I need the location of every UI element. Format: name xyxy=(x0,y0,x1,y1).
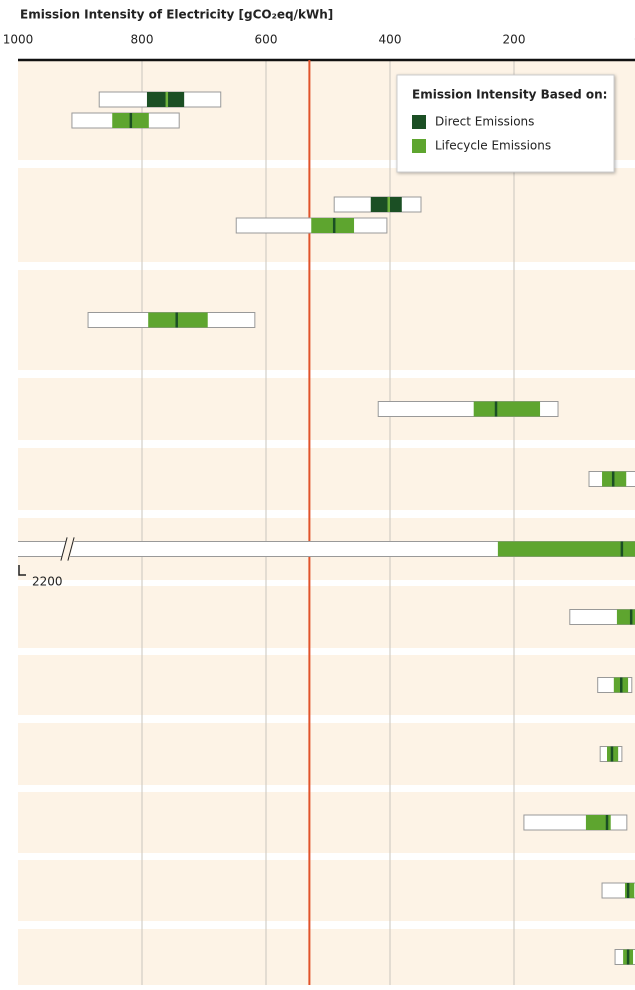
legend-box xyxy=(396,74,615,173)
break-mark xyxy=(60,537,68,561)
plot-area xyxy=(18,91,635,965)
quartile-box xyxy=(473,401,541,417)
quartile-box xyxy=(311,218,355,233)
legend-label: Direct Emissions xyxy=(435,115,534,129)
row-band xyxy=(18,448,635,510)
row-band xyxy=(18,929,635,985)
chart-title: Emission Intensity of Electricity [gCO₂e… xyxy=(20,8,333,22)
x-tick-label: 200 xyxy=(503,33,526,47)
legend-swatch xyxy=(412,115,426,129)
legend: Emission Intensity Based on: Direct Emiss… xyxy=(396,74,615,173)
x-tick-label: 1000 xyxy=(3,33,34,47)
row-band xyxy=(18,168,635,262)
quartile-box xyxy=(624,883,635,898)
x-tick-label: 400 xyxy=(379,33,402,47)
legend-label: Lifecycle Emissions xyxy=(435,139,551,153)
row-band xyxy=(18,723,635,785)
legend-title: Emission Intensity Based on: xyxy=(412,88,607,102)
row-band xyxy=(18,655,635,715)
quartile-box xyxy=(497,541,635,557)
decorations: 2200 xyxy=(18,536,75,589)
quartile-box xyxy=(585,815,611,830)
range-box xyxy=(18,541,635,557)
row-band xyxy=(18,586,635,648)
min-label: 2200 xyxy=(32,575,63,589)
grid: 10008006004002000 xyxy=(3,33,635,985)
x-tick-label: 600 xyxy=(255,33,278,47)
quartile-box xyxy=(370,197,402,212)
bracket xyxy=(18,565,26,576)
break-gap xyxy=(61,536,75,562)
row-band xyxy=(18,860,635,921)
legend-swatch xyxy=(412,139,426,153)
x-tick-label: 800 xyxy=(131,33,154,47)
row-bands xyxy=(18,60,635,985)
range-box xyxy=(523,814,628,831)
break-mark xyxy=(67,537,75,561)
